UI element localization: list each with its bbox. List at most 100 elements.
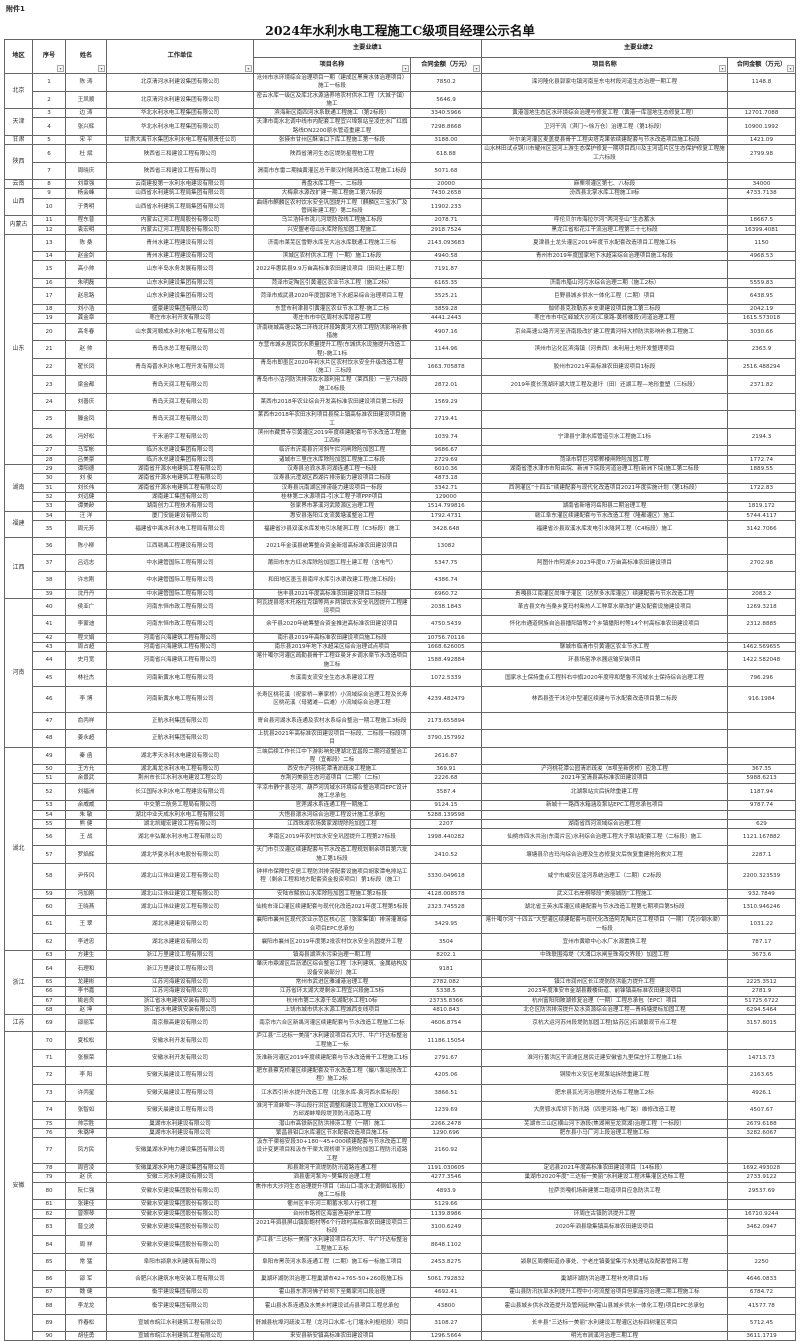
project2-name xyxy=(481,161,728,181)
row-number: 16 xyxy=(32,277,66,288)
project2-name: 颍泉区周棚街道办事处、宁老庄镇姜堂集污水处理站及配套管网工程 xyxy=(481,1252,728,1272)
company: 甘肃大禹节水集团水利水电工程有限责任公司 xyxy=(106,135,254,146)
dropdown-filter-icon[interactable]: ▾ xyxy=(787,65,794,72)
table-row: 江苏 69 邵丽军 南京振高建设有限公司 南京市六合区新禹河灌区续建配套与节水改造工程施… xyxy=(4,1014,796,1033)
project1-amount: 1668.626005 xyxy=(410,641,482,653)
row-number: 61 xyxy=(32,915,66,934)
project2-amount: 2225.3512 xyxy=(727,976,796,988)
dropdown-filter-icon[interactable]: ▾ xyxy=(245,65,252,72)
project2-amount: 4968.53 xyxy=(727,251,796,262)
company: 合肥兴水建筑水电安装工程有限公司 xyxy=(106,1270,254,1289)
row-number: 52 xyxy=(32,782,66,802)
project1-amount: 4907.16 xyxy=(410,322,482,342)
table-row: 31 刘长伟 湖南省开源水电建筑工程有限公司 汉寿县沅南湖区排涝能力建设项目一标段 33… xyxy=(5,482,796,493)
project2-amount: 1269.3218 xyxy=(727,597,796,617)
project2-name: 长丰县“三达标一美丽”水利建设工程灌区达标四树灌区项目 xyxy=(481,1313,728,1333)
dropdown-filter-icon[interactable]: ▾ xyxy=(98,65,105,72)
project1-amount: 4606.8754 xyxy=(410,1014,482,1033)
project1-amount: 4893.9 xyxy=(410,1181,482,1201)
company: 湖北山江伟业建设工程有限公司 xyxy=(106,888,254,900)
company: 中水建管国际工程有限公司 xyxy=(106,588,254,599)
manager-name: 边 涛 xyxy=(65,108,107,119)
manager-name: 周 祥 xyxy=(65,1235,107,1254)
project1-name: 和田地区墨玉县南坪水库引水渠改建工程(施工标段) xyxy=(253,571,411,590)
project1-amount: 4810.843 xyxy=(410,1004,482,1016)
project2-amount: 12701.7088 xyxy=(727,108,796,119)
project2-name: 胶州市2021年高标准农田建设项目1标段 xyxy=(481,357,728,377)
row-number: 2 xyxy=(32,90,66,110)
project1-name: 莆田市东方红水库除险加固工程土建工程（含电气） xyxy=(253,554,411,573)
project2-name: 宁津县宁津水库管道引水工程施工1标 xyxy=(481,427,728,447)
company: 山东黄河顺成水利水电工程有限公司 xyxy=(106,322,254,342)
project2-name: 2020年泗县墩集镇高标准农田建设项目 xyxy=(481,1217,728,1237)
project1-amount: 5347.75 xyxy=(410,554,482,573)
project1-amount: 1998.440282 xyxy=(410,828,482,847)
manager-name: 赵 帅 xyxy=(65,340,107,359)
project1-amount: 4441.2443 xyxy=(410,313,482,324)
project1-amount: 4386.74 xyxy=(410,571,482,590)
row-number: 14 xyxy=(32,251,66,262)
dropdown-filter-icon[interactable]: ▾ xyxy=(719,65,726,72)
dropdown-filter-icon[interactable]: ▾ xyxy=(473,65,480,72)
project1-amount: 1072.5339 xyxy=(410,668,482,688)
dropdown-filter-icon[interactable]: ▾ xyxy=(402,65,409,72)
project1-amount: 2872.01 xyxy=(410,375,482,395)
header-group1: 主要业绩1 xyxy=(253,39,482,58)
manager-name: 王凤顺 xyxy=(65,90,107,110)
project2-amount: 3142.7066 xyxy=(727,519,796,539)
project1-amount: 1039.74 xyxy=(410,427,482,447)
project1-name: 衢州区丰乐河三期蓄水坝人行桥工程 xyxy=(253,1199,411,1210)
table-row: 20 高冬春 山东黄河顺成水利水电工程有限公司 济南绕城高速公路二环线北环段跨黄河大桥… xyxy=(5,322,796,342)
project1-amount: 1663.705878 xyxy=(410,357,482,377)
project1-amount: 10756.70116 xyxy=(410,632,482,643)
manager-name: 晋立波 xyxy=(65,1217,107,1237)
header-project2: 项目名称 ▾ xyxy=(481,57,728,74)
table-row: 51 余景武 荆州市长江水利水电建设工程公司 东荆河美丽生态河道项目（二期）（二标） 2… xyxy=(5,773,796,784)
project2-amount: 4507.67 xyxy=(727,1100,796,1120)
project1-name: 西安市浐河桃花潭清淤疏浚工程施工 xyxy=(253,764,411,775)
row-number: 58 xyxy=(32,863,66,890)
row-number: 29 xyxy=(32,464,66,475)
row-number: 24 xyxy=(32,393,66,412)
project1-name: 青盘水库工程一、二标段 xyxy=(253,179,411,190)
manager-name: 林社杰 xyxy=(65,668,107,688)
project2-amount: 5712.45 xyxy=(727,1313,796,1333)
project2-amount: 1031.22 xyxy=(727,915,796,934)
header-group2: 主要业绩2 xyxy=(481,39,796,58)
company: 安徽三河水利建设有限公司 xyxy=(106,1172,254,1183)
manager-name: 马军帐 xyxy=(65,445,107,456)
project1-name: 滨城区农村供水工程（一期）施工1标段 xyxy=(253,251,411,262)
project1-amount: 2719.41 xyxy=(410,410,482,429)
company: 正航水利集团有限公司 xyxy=(106,711,254,731)
project1-name: 济南绕城高速公路二环线北环段跨黄河大桥工程防洪影响补救措施 xyxy=(253,322,411,342)
project2-amount: 2679.6188 xyxy=(727,1118,796,1129)
manager-name: 朱璐坤 xyxy=(65,1127,107,1139)
dropdown-filter-icon[interactable]: ▾ xyxy=(57,65,64,72)
project2-amount: 787.17 xyxy=(727,932,796,952)
manager-name: 陈 涛 xyxy=(65,73,107,92)
table-row: 50 王方允 湖北禹龙水利水电工程有限公司 西安市浐河桃花潭清淤疏浚工程施工 369.9… xyxy=(5,764,796,775)
project2-name: 湖南省西河流域综合治理工程 xyxy=(481,818,728,830)
row-number: 18 xyxy=(32,304,66,315)
project1-amount: 618.88 xyxy=(410,144,482,163)
table-row: 73 许丙星 安徽天晨建设工程有限公司 江水西引补水提升改造工程（北张水库-袁河西水库… xyxy=(5,1083,796,1102)
project1-name: 菏泽市成武县2020年度国家地下水超采综合治理项目工程 xyxy=(253,286,411,306)
project1-name: 杭州市第二水源千岛湖配水工程10标 xyxy=(253,995,411,1006)
manager-name: 余威威 xyxy=(65,800,107,811)
region-cell: 天津 xyxy=(4,108,33,137)
manager-name: 宋 平 xyxy=(65,135,107,146)
project2-name: 贵嘎县江南灌区尚堆子灌区（达然多水库灌区）续建配套与节水改造工程 xyxy=(481,588,728,599)
table-row: 62 李进忠 湖北水建建设有限公司 襄阳市襄州区2019年度第2批农村饮水安全巩固提升… xyxy=(5,932,796,952)
company: 浙江万里建设工程有限公司 xyxy=(106,959,254,978)
manager-name: 程文娟 xyxy=(65,632,107,643)
project1-amount: 1296.5664 xyxy=(410,1331,482,1341)
row-number: 36 xyxy=(32,536,66,556)
company: 宣城市皖江水利建筑工程有限公司 xyxy=(106,1331,254,1341)
project1-amount: 6960.72 xyxy=(410,588,482,599)
project1-amount: 1588.492884 xyxy=(410,651,482,670)
project2-name: 霍山县防汛抗旱水利提升工程中小河流整治项目但家庙河治理二期工程施工标 xyxy=(481,1287,728,1298)
manager-name: 邵丽军 xyxy=(65,1014,107,1033)
row-number: 43 xyxy=(32,641,66,653)
project2-amount: 3157.8015 xyxy=(727,1014,796,1033)
row-number: 77 xyxy=(32,1137,66,1165)
